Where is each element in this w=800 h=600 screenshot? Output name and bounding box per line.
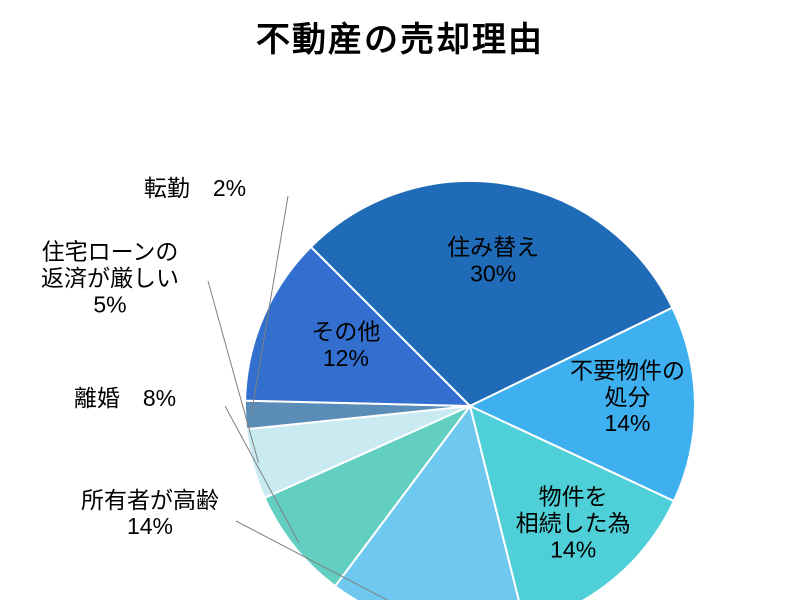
chart-title: 不動産の売却理由 xyxy=(0,0,800,61)
pie-chart: 住み替え30%不要物件の処分14%物件を相続した為14%所有者が高齢14%離婚 … xyxy=(0,61,800,600)
slice-label: 所有者が高齢14% xyxy=(81,487,219,539)
slice-label: 離婚 8% xyxy=(74,385,176,411)
slice-label: 住宅ローンの返済が厳しい5% xyxy=(41,239,179,318)
slice-label: 転勤 2% xyxy=(144,175,246,201)
